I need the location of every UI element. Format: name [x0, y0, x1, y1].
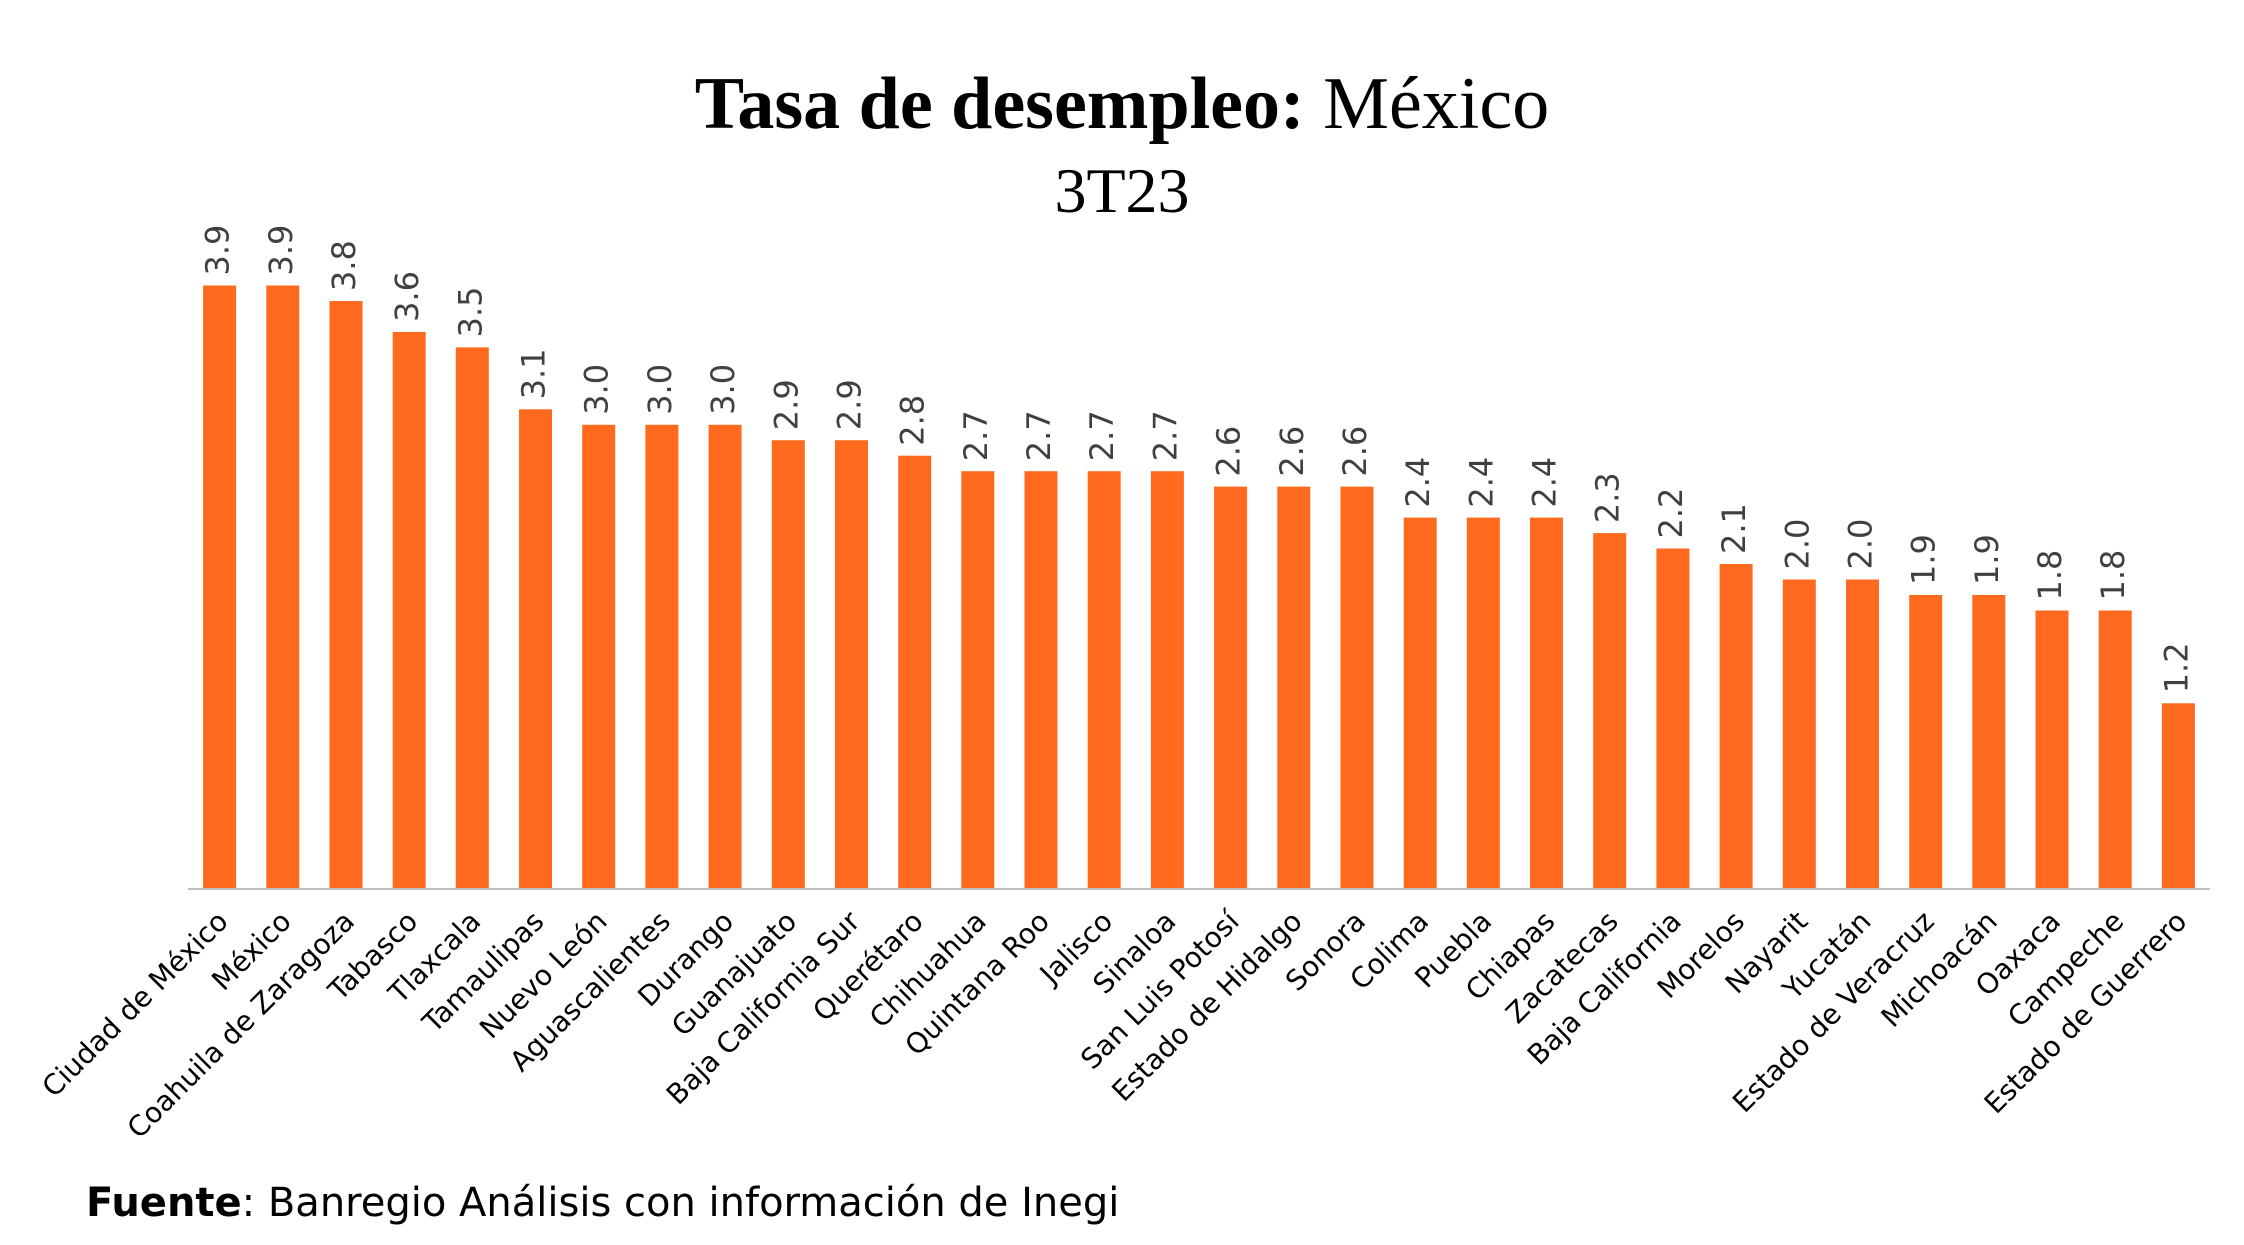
data-label-8: 3.0 — [704, 364, 742, 415]
data-label-4: 3.5 — [451, 287, 489, 338]
data-label-29: 1.8 — [2031, 550, 2069, 601]
source-note: Fuente: Banregio Análisis con informació… — [86, 1180, 1119, 1226]
bar-4 — [455, 347, 489, 889]
data-label-23: 2.2 — [1652, 488, 1690, 539]
bar-26 — [1846, 579, 1879, 889]
data-label-13: 2.7 — [1020, 410, 1058, 461]
bar-13 — [1024, 471, 1058, 889]
bar-7 — [645, 424, 679, 890]
source-text: : Banregio Análisis con información de I… — [241, 1180, 1120, 1226]
data-label-31: 1.2 — [2157, 642, 2195, 693]
bar-18 — [1340, 486, 1374, 889]
source-label: Fuente — [86, 1180, 242, 1226]
data-label-19: 2.4 — [1399, 457, 1437, 508]
bar-30 — [2098, 610, 2132, 890]
data-label-25: 2.0 — [1778, 519, 1816, 570]
bar-23 — [1656, 548, 1690, 889]
chart-subtitle: 3T23 — [1054, 155, 1189, 226]
bar-20 — [1466, 517, 1500, 889]
data-label-20: 2.4 — [1462, 457, 1500, 508]
bar-1 — [266, 285, 300, 889]
chart-title-bold: Tasa de desempleo: — [695, 63, 1305, 145]
bar-21 — [1530, 517, 1563, 889]
bar-15 — [1150, 471, 1184, 889]
data-label-5: 3.1 — [515, 348, 553, 399]
bar-29 — [2035, 610, 2069, 890]
data-label-30: 1.8 — [2094, 550, 2132, 601]
data-label-27: 1.9 — [1905, 534, 1943, 585]
bar-12 — [961, 471, 995, 889]
bar-31 — [2161, 703, 2195, 889]
data-label-1: 3.9 — [262, 225, 300, 276]
data-label-17: 2.6 — [1273, 426, 1311, 477]
bar-3 — [392, 331, 426, 889]
data-label-3: 3.6 — [388, 271, 426, 322]
bar-19 — [1403, 517, 1437, 889]
bar-0 — [203, 285, 237, 889]
bar-17 — [1277, 486, 1311, 889]
data-label-7: 3.0 — [641, 364, 679, 415]
data-label-2: 3.8 — [325, 240, 363, 291]
data-label-9: 2.9 — [767, 379, 805, 430]
data-label-21: 2.4 — [1526, 457, 1564, 508]
bar-14 — [1087, 471, 1121, 889]
chart-title-rest: México — [1323, 63, 1549, 145]
bar-16 — [1214, 486, 1248, 889]
data-label-15: 2.7 — [1146, 410, 1184, 461]
chart-title: Tasa de desempleo: México — [695, 63, 1549, 145]
bar-8 — [708, 424, 742, 890]
bar-24 — [1719, 564, 1753, 889]
data-label-26: 2.0 — [1842, 519, 1880, 570]
data-label-10: 2.9 — [831, 379, 869, 430]
bar-11 — [898, 455, 932, 889]
bar-2 — [329, 301, 363, 889]
bar-22 — [1593, 533, 1627, 889]
bar-10 — [835, 440, 868, 889]
data-label-0: 3.9 — [199, 225, 237, 276]
bar-6 — [582, 424, 616, 890]
data-label-6: 3.0 — [578, 364, 616, 415]
bar-5 — [519, 409, 552, 889]
bar-28 — [1972, 595, 2006, 889]
data-label-28: 1.9 — [1968, 534, 2006, 585]
data-label-12: 2.7 — [957, 410, 995, 461]
data-label-14: 2.7 — [1083, 410, 1121, 461]
data-label-24: 2.1 — [1715, 503, 1753, 554]
bar-9 — [771, 440, 805, 889]
data-label-11: 2.8 — [894, 395, 932, 446]
bar-25 — [1782, 579, 1816, 889]
bar-27 — [1909, 595, 1943, 889]
data-label-22: 2.3 — [1589, 472, 1627, 523]
data-label-18: 2.6 — [1336, 426, 1374, 477]
data-label-16: 2.6 — [1210, 426, 1248, 477]
